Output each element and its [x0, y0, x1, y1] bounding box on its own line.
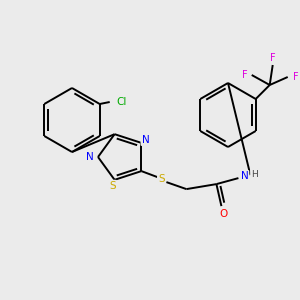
Text: F: F [293, 72, 298, 82]
Text: N: N [241, 171, 248, 181]
Text: O: O [219, 209, 227, 219]
Text: N: N [142, 135, 149, 145]
Text: N: N [86, 152, 94, 162]
Text: F: F [270, 53, 275, 63]
Text: Cl: Cl [117, 97, 127, 107]
Text: F: F [242, 70, 247, 80]
Text: H: H [251, 169, 258, 178]
Text: S: S [109, 181, 116, 191]
Text: S: S [158, 174, 165, 184]
